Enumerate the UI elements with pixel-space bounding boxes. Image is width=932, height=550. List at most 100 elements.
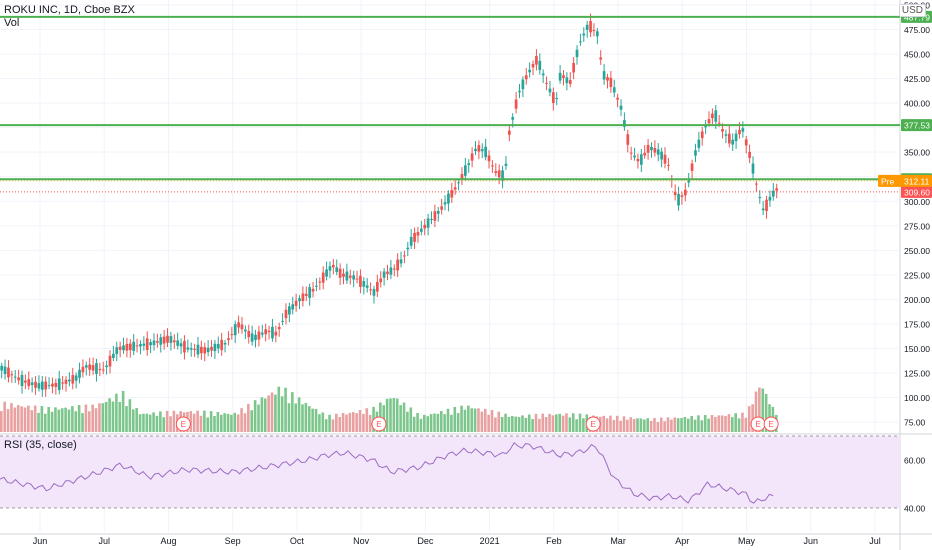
candle-body [271,326,274,339]
volume-bar [301,404,304,432]
candle-body [169,336,173,343]
candle-body [653,148,657,153]
currency-button[interactable]: USD [898,4,926,17]
rsi-line [0,442,774,504]
candle-body [589,21,592,33]
volume-bar [487,414,490,432]
pre-market-tag: Pre [881,176,895,186]
candle-body [122,345,125,351]
candle-body [325,269,328,277]
candle-body [768,196,772,201]
candle-body [264,329,268,335]
candle-body [524,75,528,80]
candle-body [78,369,81,378]
candle-body [497,170,501,178]
volume-bar [409,407,413,432]
candle-body [115,347,119,355]
candle-body [291,304,295,310]
level-label: 487.79 [904,12,930,22]
candle-body [457,182,460,184]
volume-bar [561,415,565,432]
candle-body [230,334,234,336]
candle-body [623,120,626,127]
volume-bar [40,406,44,432]
volume-bar [731,417,734,432]
price-tick-label: 125.00 [904,369,930,379]
candle-body [68,379,71,382]
candle-body [20,374,24,387]
volume-bar [436,413,440,432]
volume-bar [514,416,518,432]
volume-bar [565,413,568,432]
candle-body [61,382,64,384]
volume-bar [203,410,206,432]
earnings-marker [371,416,387,432]
volume-bar [243,413,247,432]
time-tick-label: May [738,536,756,546]
candle-body [203,347,207,354]
volume-bar [74,411,78,432]
earnings-marker-label: E [755,420,760,429]
candle-body [142,343,146,346]
candle-body [223,342,227,345]
candle-body [149,342,152,346]
time-tick-label: Jul [869,536,881,546]
earnings-marker [763,416,779,432]
candle-body [433,211,437,221]
candle-body [667,164,670,166]
candle-body [13,376,17,378]
candle-body [71,374,75,384]
candle-body [636,158,640,162]
volume-bar [118,401,122,432]
candle-body [47,385,51,387]
candle-body [656,149,660,155]
volume-bar [368,414,372,432]
price-tick-label: 475.00 [904,25,930,35]
earnings-marker-label: E [591,420,596,429]
volume-bar [764,393,768,432]
candle-body [237,322,240,328]
candle-body [244,329,247,332]
candle-body [166,335,169,343]
volume-bar [67,409,71,432]
candle-body [470,153,474,161]
candle-body [355,278,359,280]
candle-body [108,355,112,367]
candle-body [551,92,555,103]
price-tick-label: 225.00 [904,270,930,280]
candle-body [98,368,102,370]
volume-bar [297,397,301,432]
volume-bar [135,407,138,432]
candle-body [714,110,718,122]
candle-body [338,268,342,278]
price-tick-label: 300.00 [904,197,930,207]
candle-body [406,247,410,250]
candle-body [538,60,542,71]
candle-body [372,288,376,296]
candle-body [511,117,515,120]
volume-bar [555,414,558,432]
rsi-tick-label: 40.00 [904,504,926,514]
candle-body [572,63,575,73]
candle-body [430,219,433,221]
volume-bar [226,413,230,432]
volume-bar [402,402,406,432]
volume-bar [115,393,118,432]
volume-bar [687,418,690,432]
volume-bar [504,413,507,432]
candle-body [643,152,647,156]
candle-body [403,255,406,257]
candle-body [443,202,447,205]
candle-body [57,378,61,391]
candle-body [34,381,37,388]
candle-body [660,151,663,160]
candle-body [751,163,755,174]
candle-body [44,381,48,390]
candle-body [254,334,257,341]
candle-body [369,289,372,291]
candle-body [663,154,667,164]
volume-bar [697,415,700,432]
candle-body [84,365,88,368]
volume-bar [619,420,622,432]
